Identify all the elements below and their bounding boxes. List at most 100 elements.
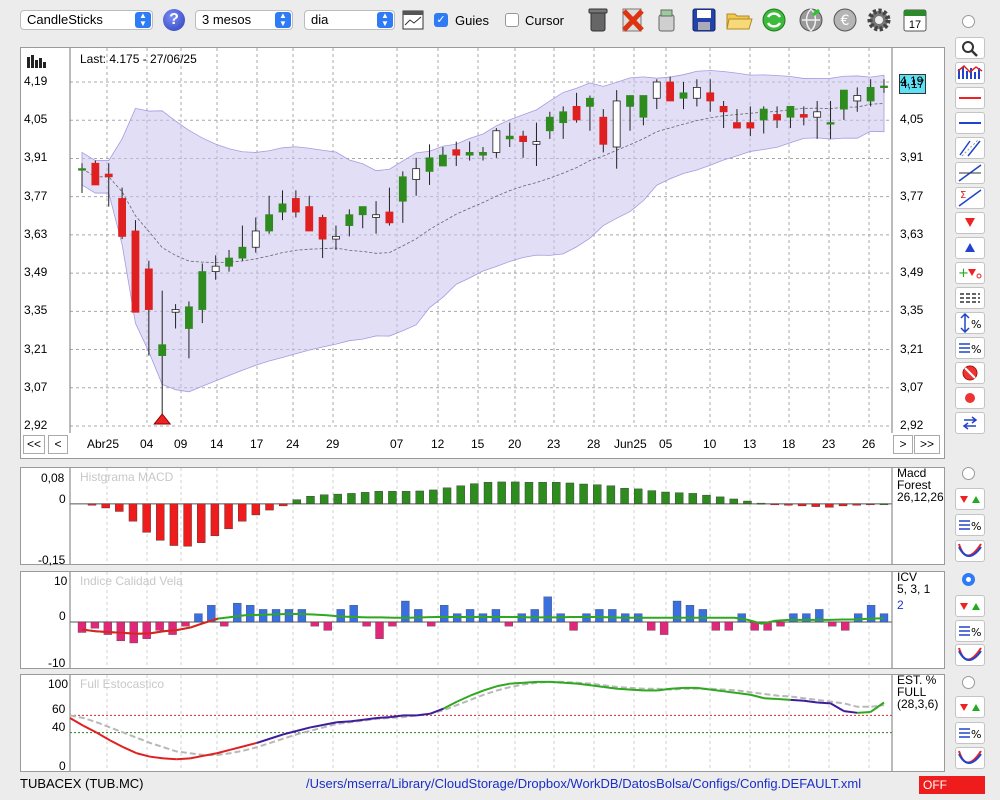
macd-bar <box>784 503 793 506</box>
icv-bar <box>465 609 475 623</box>
calendar-day: 17 <box>909 19 921 31</box>
stochastic-k-segment <box>576 682 591 687</box>
macd-bar <box>770 503 779 506</box>
off-toggle-button[interactable]: OFF <box>919 776 985 794</box>
chart-window-icon[interactable] <box>402 10 424 30</box>
macd-panel-radio[interactable] <box>962 467 975 480</box>
macd-histogram-chart[interactable] <box>21 468 896 564</box>
stochastic-arrows-button[interactable] <box>955 696 985 718</box>
calendar-icon[interactable]: 17 <box>901 6 929 34</box>
stochastic-k-segment <box>777 698 791 701</box>
arrow-up-blue-button[interactable] <box>955 237 985 259</box>
folder-icon[interactable] <box>725 6 753 34</box>
stochastic-k-segment <box>189 754 204 760</box>
macd-curve-button[interactable] <box>955 540 985 562</box>
stochastic-panel-radio[interactable] <box>962 676 975 689</box>
horizontal-line-blue-button[interactable] <box>955 112 985 134</box>
trendline-button[interactable] <box>955 162 985 184</box>
zoom-button[interactable] <box>955 37 985 59</box>
stochastic-k-segment <box>737 692 751 696</box>
candle-body <box>532 141 541 145</box>
macd-bar <box>811 503 820 507</box>
candle-body <box>385 211 394 224</box>
scroll-first-button[interactable]: << <box>23 435 45 454</box>
stochastic-k-segment <box>843 710 858 714</box>
save-icon[interactable] <box>690 6 718 34</box>
macd-bar <box>115 503 124 512</box>
macd-legend-params: 26,12,26 <box>897 490 944 504</box>
x-axis-tick: 18 <box>782 437 796 451</box>
macd-bar <box>347 493 356 505</box>
candle-body <box>826 122 835 125</box>
macd-bar <box>483 482 493 505</box>
trash-icon[interactable] <box>584 6 612 34</box>
icv-chart[interactable] <box>21 572 896 668</box>
jar-icon[interactable] <box>653 6 681 34</box>
horizontal-line-red-button[interactable] <box>955 87 985 109</box>
scroll-next-button[interactable]: > <box>893 435 913 454</box>
x-axis-tick: 20 <box>508 437 522 451</box>
macd-bar <box>360 492 370 505</box>
swap-button[interactable] <box>955 412 985 434</box>
arrow-down-red-button[interactable] <box>955 212 985 234</box>
gear-icon[interactable] <box>865 6 893 34</box>
y-axis-tick-left: 2,92 <box>24 418 48 432</box>
macd-arrows-button[interactable] <box>955 488 985 510</box>
refresh-icon[interactable] <box>760 6 788 34</box>
svg-text:+: + <box>958 266 969 281</box>
icv-arrows-button[interactable] <box>955 595 985 617</box>
candle-body <box>813 111 822 118</box>
candle-body <box>144 268 153 310</box>
lines-button[interactable] <box>955 287 985 309</box>
stochastic-chart[interactable] <box>21 675 896 771</box>
stochastic-curve-button[interactable] <box>955 747 985 769</box>
macd-y-tick: -0,15 <box>38 553 66 567</box>
icv-bar <box>310 621 319 627</box>
guides-checkbox[interactable]: ✓ <box>434 13 448 27</box>
candle-body <box>251 230 260 248</box>
icv-curve-button[interactable] <box>955 644 985 666</box>
period-select[interactable]: 3 mesos ▲ ▼ <box>195 10 293 30</box>
icv-panel-radio[interactable] <box>962 573 975 586</box>
macd-bar <box>565 482 575 505</box>
icv-bar <box>724 621 733 631</box>
stochastic-k-segment <box>390 714 404 719</box>
delete-icon[interactable] <box>619 6 647 34</box>
stochastic-k-segment <box>670 686 684 690</box>
candle-body <box>332 235 340 240</box>
candle-body <box>639 95 648 118</box>
fibonacci-button[interactable]: Σ <box>955 187 985 209</box>
macd-bar <box>415 490 424 505</box>
globe-icon[interactable] <box>797 6 825 34</box>
scroll-prev-button[interactable]: < <box>48 435 68 454</box>
main-panel-radio[interactable] <box>962 15 975 28</box>
add-remove-signal-button[interactable]: + <box>955 262 985 284</box>
cursor-label: Cursor <box>525 13 565 28</box>
x-axis-tick: 26 <box>862 437 876 451</box>
no-entry-button[interactable] <box>955 362 985 384</box>
macd-bar <box>429 489 438 505</box>
help-button[interactable]: ? <box>163 9 185 31</box>
macd-percent-button[interactable]: % <box>955 514 985 536</box>
cursor-checkbox[interactable] <box>505 13 519 27</box>
y-axis-tick-left: 4,19 <box>24 74 48 88</box>
chart-type-select[interactable]: CandleSticks ▲ ▼ <box>20 10 153 30</box>
record-button[interactable] <box>955 387 985 409</box>
candlestick-chart[interactable] <box>21 48 944 433</box>
interval-value: dia <box>311 12 329 27</box>
macd-bar <box>756 502 766 505</box>
macd-bar <box>743 500 752 505</box>
interval-select[interactable]: dia ▲ ▼ <box>304 10 395 30</box>
config-path-link[interactable]: /Users/mserra/Library/CloudStorage/Dropb… <box>306 776 862 791</box>
channel-button[interactable] <box>955 137 985 159</box>
icv-bar <box>77 621 87 633</box>
scroll-last-button[interactable]: >> <box>914 435 940 454</box>
stochastic-y-tick: 0 <box>59 759 66 773</box>
stochastic-k-segment <box>243 741 258 748</box>
candles-overlay-button[interactable] <box>955 62 985 84</box>
icv-percent-button[interactable]: % <box>955 620 985 642</box>
percent-lines-button[interactable]: % <box>955 337 985 359</box>
stochastic-percent-button[interactable]: % <box>955 722 985 744</box>
percent-range-button[interactable]: % <box>955 312 985 334</box>
euro-icon[interactable]: € <box>831 6 859 34</box>
